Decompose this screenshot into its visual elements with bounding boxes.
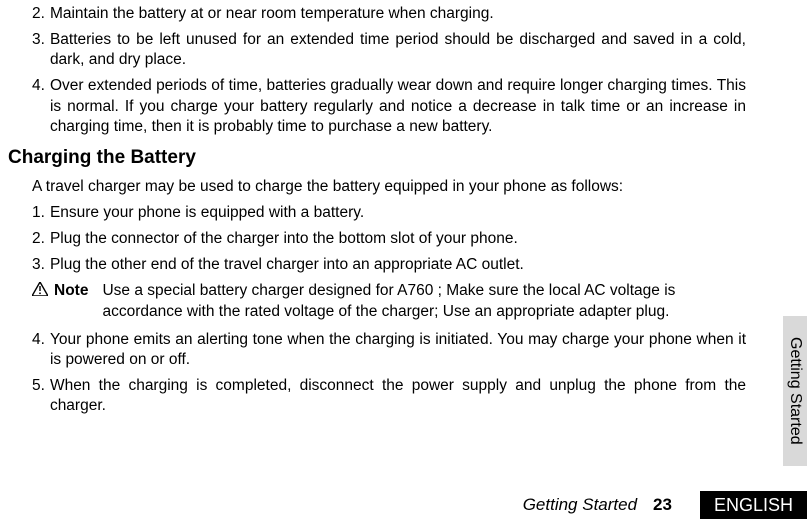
section-heading: Charging the Battery	[8, 147, 746, 169]
list-text: Plug the connector of the charger into t…	[50, 229, 746, 249]
list-number: 3.	[32, 30, 45, 70]
list-text: Batteries to be left unused for an exten…	[50, 30, 746, 70]
section-tab-label: Getting Started	[786, 337, 804, 445]
list-item: 3. Batteries to be left unused for an ex…	[8, 30, 746, 70]
list-text: Over extended periods of time, batteries…	[50, 76, 746, 136]
list-text: When the charging is completed, disconne…	[50, 376, 746, 416]
note-text: Use a special battery charger designed f…	[102, 281, 746, 321]
list-item: 5. When the charging is completed, disco…	[8, 376, 746, 416]
footer-language: ENGLISH	[700, 491, 807, 519]
list-text: Your phone emits an alerting tone when t…	[50, 330, 746, 370]
list-number: 4.	[32, 76, 45, 136]
note-label: Note	[54, 281, 88, 321]
intro-paragraph: A travel charger may be used to charge t…	[8, 177, 746, 197]
list-number: 4.	[32, 330, 45, 370]
list-item: 2. Plug the connector of the charger int…	[8, 229, 746, 249]
list-item: 1. Ensure your phone is equipped with a …	[8, 203, 746, 223]
list-text: Ensure your phone is equipped with a bat…	[50, 203, 746, 223]
list-text: Plug the other end of the travel charger…	[50, 255, 746, 275]
list-number: 2.	[32, 229, 45, 249]
list-text: Maintain the battery at or near room tem…	[50, 4, 746, 24]
list-number: 2.	[32, 4, 45, 24]
list-number: 5.	[32, 376, 45, 416]
list-item: 2. Maintain the battery at or near room …	[8, 4, 746, 24]
section-tab: Getting Started	[783, 316, 807, 466]
list-number: 1.	[32, 203, 45, 223]
list-item: 3. Plug the other end of the travel char…	[8, 255, 746, 275]
page-content: 2. Maintain the battery at or near room …	[0, 0, 770, 416]
list-item: 4. Over extended periods of time, batter…	[8, 76, 746, 136]
list-item: 4. Your phone emits an alerting tone whe…	[8, 330, 746, 370]
list-number: 3.	[32, 255, 45, 275]
note-block: Note Use a special battery charger desig…	[8, 281, 746, 321]
footer-section-title: Getting Started	[523, 491, 653, 519]
warning-icon	[32, 281, 48, 321]
page-footer: Getting Started 23 ENGLISH	[0, 491, 807, 519]
footer-page-number: 23	[653, 491, 700, 519]
